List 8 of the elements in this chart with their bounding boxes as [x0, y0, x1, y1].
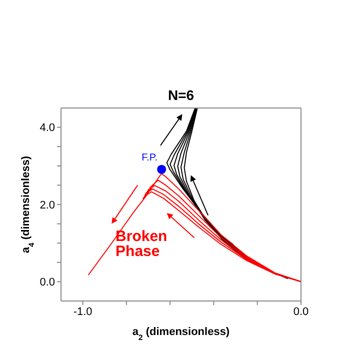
chart-title: N=6 [168, 87, 194, 103]
annotation: F.P. [142, 152, 158, 164]
x-axis-title: a$_{2}$ (dimensionless) [132, 326, 230, 342]
y-tick-label: 0.0 [40, 276, 55, 289]
annotation: Broken Phase [116, 228, 168, 260]
x-tick-label: -1.0 [73, 306, 92, 318]
y-tick-label: 4.0 [40, 122, 55, 134]
y-tick-label: 2.0 [40, 199, 55, 212]
